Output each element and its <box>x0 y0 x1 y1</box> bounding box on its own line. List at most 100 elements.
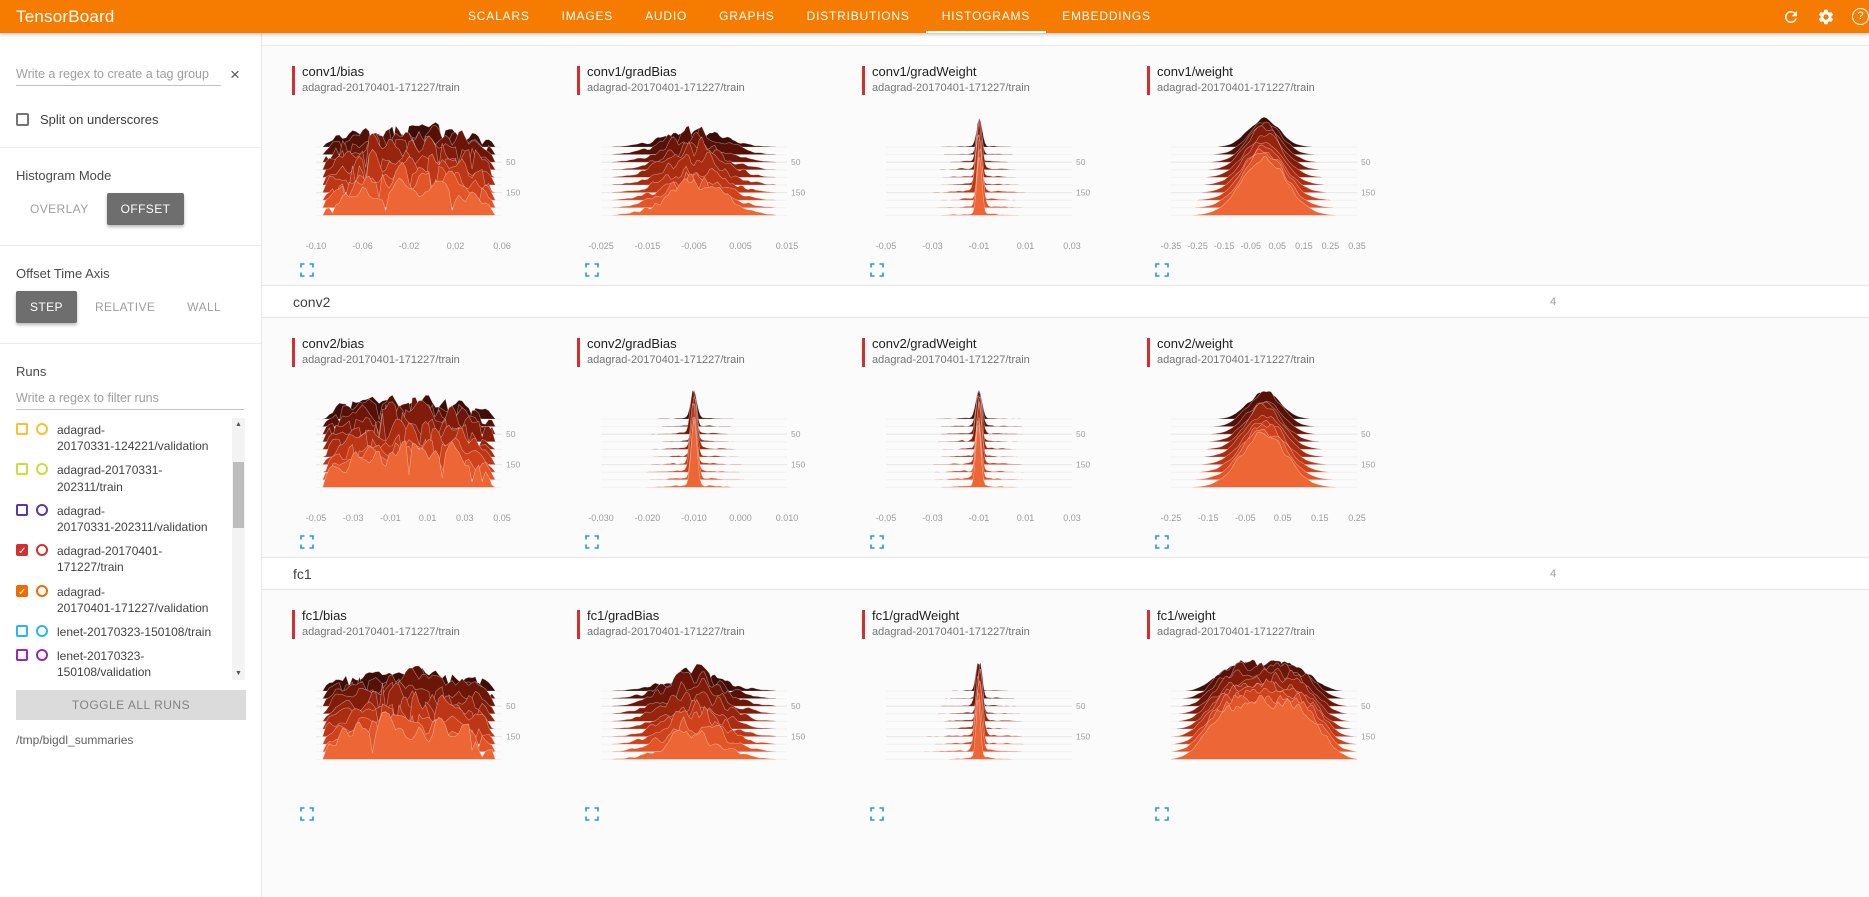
expand-icon <box>300 807 314 821</box>
close-icon[interactable]: × <box>230 65 240 84</box>
run-checkbox[interactable] <box>16 463 28 476</box>
run-checkbox[interactable] <box>16 624 28 637</box>
run-item[interactable]: ✓ adagrad- 20170401-171227/validation <box>16 580 227 620</box>
run-item[interactable]: lenet-20170323-150108/validation <box>16 644 227 680</box>
option-offset[interactable]: OFFSET <box>106 193 185 225</box>
scroll-up-icon[interactable]: ▲ <box>235 421 242 428</box>
run-checkbox[interactable]: ✓ <box>16 584 28 598</box>
option-relative[interactable]: RELATIVE <box>81 291 169 323</box>
y-axis-label: 150 <box>791 732 805 742</box>
run-checkbox[interactable] <box>16 503 28 516</box>
run-item[interactable]: adagrad- 20170331-124221/validation <box>16 418 227 458</box>
x-tick-label: 0.01 <box>1016 513 1035 523</box>
run-item[interactable]: ✓ adagrad-20170401-171227/train <box>16 539 227 579</box>
tab-graphs[interactable]: GRAPHS <box>719 9 775 23</box>
tab-scalars[interactable]: SCALARS <box>468 9 530 23</box>
y-axis-label: 150 <box>1361 732 1375 742</box>
expand-chart-button[interactable] <box>1155 535 1169 549</box>
runs-scrollbar[interactable]: ▲ ▼ <box>232 418 245 680</box>
scroll-down-icon[interactable]: ▼ <box>235 670 242 677</box>
x-tick-label: -0.02 <box>398 241 420 251</box>
x-tick-label: -0.010 <box>681 513 707 523</box>
expand-chart-button[interactable] <box>1155 807 1169 821</box>
run-radio[interactable] <box>36 624 48 637</box>
expand-chart-button[interactable] <box>300 807 314 821</box>
x-tick-label: -0.01 <box>968 241 990 251</box>
histogram-ridgeline-chart: 50 150 <box>316 121 520 216</box>
run-radio[interactable] <box>36 584 48 597</box>
x-tick-label: 0.35 <box>1348 241 1366 251</box>
tab-images[interactable]: IMAGES <box>561 9 614 23</box>
run-item[interactable]: lenet-20170323-150108/train <box>16 620 227 644</box>
tab-distributions[interactable]: DISTRIBUTIONS <box>806 9 910 23</box>
run-label: adagrad- 20170401-171227/validation <box>57 584 209 615</box>
tab-embeddings[interactable]: EMBEDDINGS <box>1062 9 1151 23</box>
expand-chart-button[interactable] <box>870 807 884 821</box>
app-header: TensorBoard SCALARS IMAGES AUDIO GRAPHS DIST… <box>0 0 1869 33</box>
x-tick-label: 0.03 <box>1063 241 1081 251</box>
histogram-ridgeline-chart: 50 150 <box>316 665 520 760</box>
histogram-card: conv2/gradWeight adagrad-20170401-171227/… <box>862 336 1139 549</box>
split-underscores-checkbox[interactable] <box>16 113 29 126</box>
histogram-ridgeline-chart: 50 150 <box>886 661 1090 760</box>
run-radio[interactable] <box>36 503 48 516</box>
histogram-ridgeline-chart: 50 150 <box>886 388 1090 488</box>
run-radio[interactable] <box>36 544 48 557</box>
chart-run-subtitle: adagrad-20170401-171227/train <box>1157 626 1315 638</box>
run-item[interactable]: adagrad-20170331-202311/train <box>16 458 227 498</box>
divider <box>0 147 261 148</box>
run-label: lenet-20170323-150108/train <box>57 624 212 639</box>
histogram-ridgeline-chart: 50 150 <box>1171 116 1375 216</box>
run-checkbox[interactable] <box>16 423 28 435</box>
runs-regex-input[interactable] <box>16 387 244 410</box>
expand-icon <box>1155 535 1169 549</box>
category-count: 4 <box>1550 295 1557 308</box>
expand-chart-button[interactable] <box>300 263 314 277</box>
expand-chart-button[interactable] <box>1155 263 1169 277</box>
histogram-ridgeline-chart: 50 150 <box>601 663 805 760</box>
y-axis-label: 50 <box>791 429 801 439</box>
run-radio[interactable] <box>36 423 48 435</box>
expand-chart-button[interactable] <box>585 535 599 549</box>
expand-icon <box>1155 263 1169 277</box>
chart-run-subtitle: adagrad-20170401-171227/train <box>587 354 745 366</box>
refresh-button[interactable] <box>1773 8 1808 26</box>
histogram-ridgeline-chart: 50 150 <box>601 389 805 488</box>
expand-chart-button[interactable] <box>300 535 314 549</box>
histogram-mode-title: Histogram Mode <box>16 168 112 183</box>
expand-chart-button[interactable] <box>585 263 599 277</box>
run-checkbox[interactable] <box>16 649 28 662</box>
toggle-all-runs-button[interactable]: TOGGLE ALL RUNS <box>16 690 246 720</box>
expand-chart-button[interactable] <box>585 807 599 821</box>
option-overlay[interactable]: OVERLAY <box>16 193 103 225</box>
split-underscores-label: Split on underscores <box>40 112 159 127</box>
category-header[interactable]: fc1 4 <box>262 557 1869 590</box>
tab-histograms[interactable]: HISTOGRAMS <box>925 0 1047 33</box>
settings-button[interactable] <box>1808 8 1843 26</box>
x-tick-label: -0.015 <box>634 241 661 251</box>
option-wall[interactable]: WALL <box>173 291 235 323</box>
run-radio[interactable] <box>36 649 48 662</box>
expand-chart-button[interactable] <box>870 263 884 277</box>
run-radio[interactable] <box>36 463 48 476</box>
run-label: adagrad-20170401-171227/train <box>57 544 163 575</box>
run-checkbox[interactable]: ✓ <box>16 544 28 558</box>
x-tick-label: 0.05 <box>1273 513 1292 523</box>
expand-chart-button[interactable] <box>870 535 884 549</box>
run-item[interactable]: adagrad- 20170331-202311/validation <box>16 499 227 539</box>
y-axis-label: 150 <box>1361 460 1375 470</box>
tag-group-regex-input[interactable] <box>16 63 221 86</box>
chart-run-subtitle: adagrad-20170401-171227/train <box>587 82 745 94</box>
x-tick-label: -0.05 <box>1235 513 1256 523</box>
chart-run-subtitle: adagrad-20170401-171227/train <box>587 626 745 638</box>
category-header[interactable]: conv2 4 <box>262 285 1869 318</box>
main-content: conv1/bias adagrad-20170401-171227/train 5… <box>262 33 1869 897</box>
scrollbar-thumb[interactable] <box>233 462 244 528</box>
help-button[interactable]: ? <box>1843 8 1869 25</box>
x-tick-label: 0.05 <box>1268 241 1287 251</box>
option-step[interactable]: STEP <box>16 291 77 323</box>
chart-title: conv1/gradBias <box>587 64 677 79</box>
run-color-accent <box>292 66 295 95</box>
x-axis-ticks: -0.05 -0.03 -0.01 0.01 0.03 <box>876 513 1081 525</box>
tab-audio[interactable]: AUDIO <box>645 9 688 23</box>
